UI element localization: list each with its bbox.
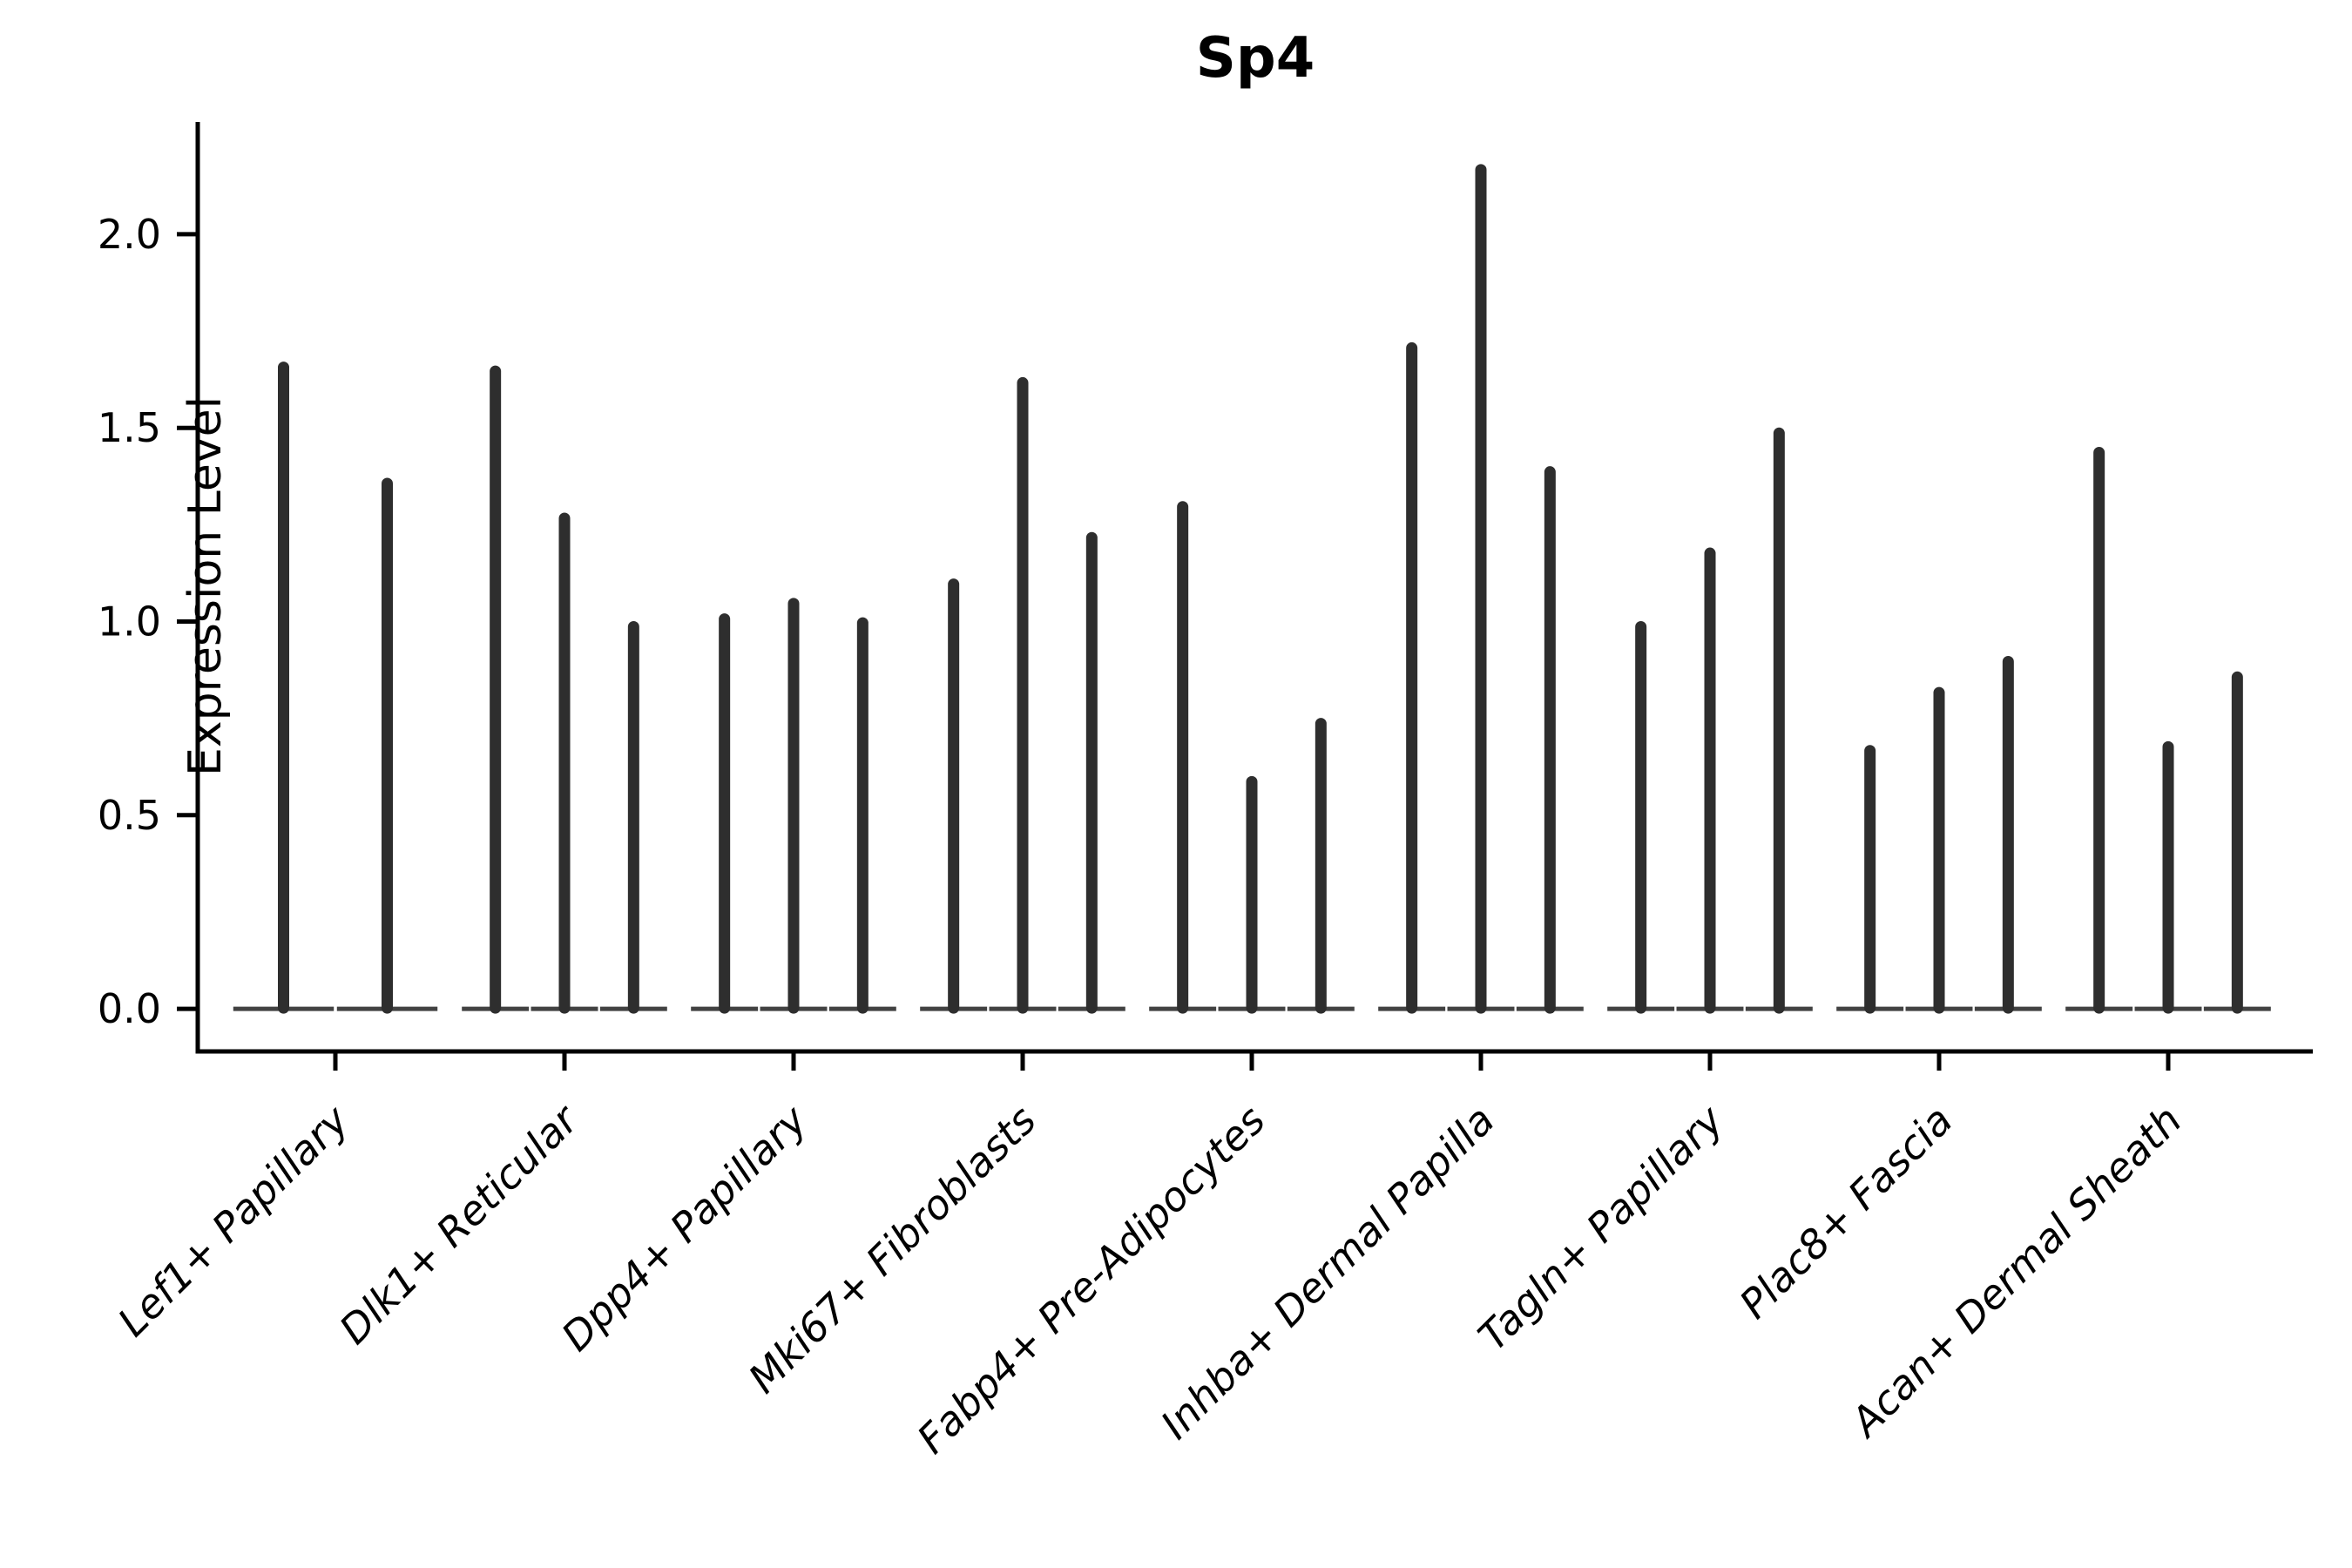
x-category-label: Dlk1+ Reticular <box>330 1094 589 1353</box>
x-category-label: Lef1+ Papillary <box>109 1096 358 1345</box>
y-tick-label: 1.5 <box>98 404 161 451</box>
y-tick-label: 2.0 <box>98 211 161 258</box>
y-tick-label: 0.0 <box>98 985 161 1032</box>
x-category-label: Tagln+ Papillary <box>1469 1096 1733 1360</box>
x-category-label: Dpp4+ Papillary <box>552 1096 816 1360</box>
y-axis-label: Expression Level <box>179 395 233 777</box>
y-tick-label: 1.0 <box>98 598 161 645</box>
x-category-label: Plac8+ Fascia <box>1730 1097 1961 1328</box>
y-tick-label: 0.5 <box>98 792 161 839</box>
chart-title: Sp4 <box>1195 26 1315 91</box>
